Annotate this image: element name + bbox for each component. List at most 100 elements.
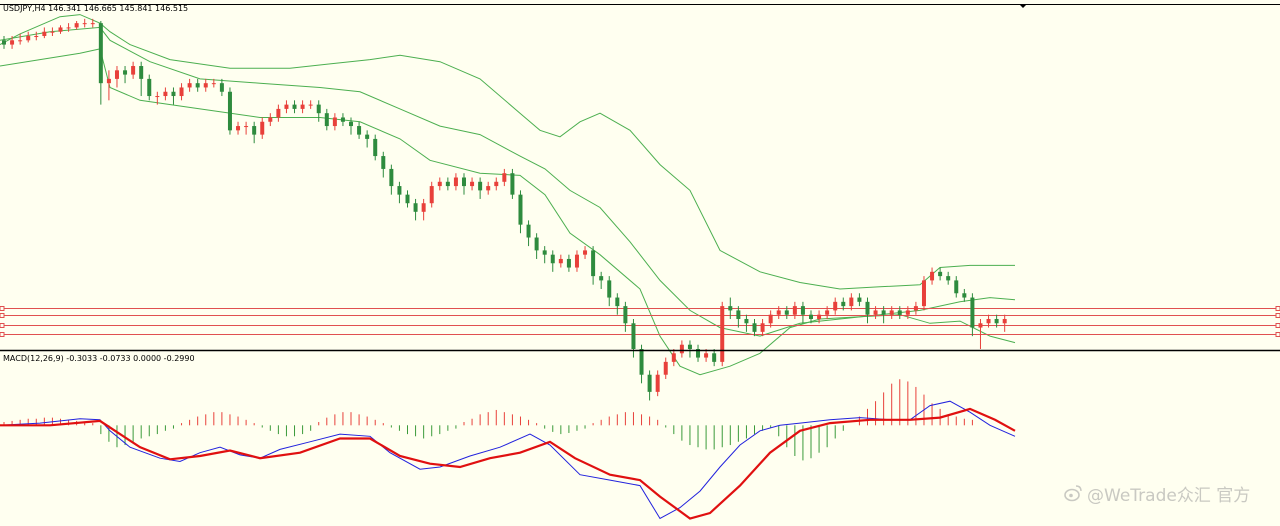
macd-indicator-panel [0, 379, 1016, 520]
candle [679, 340, 684, 358]
candle [42, 27, 47, 39]
candle-body [413, 203, 418, 212]
candle [453, 173, 458, 191]
level-handle-right[interactable] [1275, 323, 1280, 328]
candle [123, 66, 128, 84]
candle-body [574, 254, 579, 268]
bollinger-bands [0, 14, 1016, 376]
candle-body [114, 70, 119, 79]
candle [300, 100, 305, 114]
candle-body [913, 306, 918, 311]
candle [954, 276, 959, 298]
candle [897, 306, 902, 319]
candle [236, 121, 241, 135]
candle-body [478, 181, 483, 191]
candle [106, 70, 111, 101]
candlestick-series [2, 18, 1007, 401]
level-handle-left[interactable] [0, 323, 5, 328]
candle-body [631, 323, 636, 349]
horizontal-levels [0, 306, 1280, 337]
candle [18, 33, 23, 45]
candle-body [809, 314, 813, 319]
candle [994, 314, 999, 328]
candle [583, 246, 588, 259]
level-handle-right[interactable] [1275, 313, 1280, 318]
candle [171, 87, 176, 105]
candle-body [365, 134, 370, 139]
candle-body [437, 181, 442, 187]
candle-body [712, 353, 717, 362]
candle [227, 87, 232, 135]
candle [768, 310, 773, 328]
candle-body [881, 310, 886, 315]
candle-body [558, 258, 563, 264]
candle [615, 293, 620, 315]
candle [921, 276, 926, 311]
level-handle-right[interactable] [1275, 306, 1280, 311]
candle-body [470, 181, 475, 187]
candle [599, 271, 604, 289]
level-handle-left[interactable] [0, 306, 5, 311]
candle-body [268, 117, 273, 122]
candle [655, 370, 660, 397]
candle [284, 100, 289, 114]
candle-body [211, 83, 216, 85]
candle-body [357, 126, 362, 135]
candle [671, 349, 676, 367]
candle [889, 306, 894, 319]
candle-body [784, 310, 789, 315]
candle [800, 301, 805, 324]
candle [316, 100, 321, 122]
candle-body [833, 301, 838, 311]
candle-body [542, 250, 547, 255]
candle-body [10, 40, 15, 45]
candle [74, 21, 79, 30]
macd-histogram [3, 379, 973, 461]
candle [268, 113, 273, 127]
candle-body [679, 344, 684, 354]
level-handle-right[interactable] [1275, 332, 1280, 337]
candle-body [486, 186, 491, 191]
candle-body [292, 104, 297, 109]
candle [687, 340, 692, 358]
candle-body [397, 186, 402, 195]
level-handle-left[interactable] [0, 332, 5, 337]
candle [437, 177, 442, 191]
candle [26, 31, 31, 43]
candle [744, 314, 749, 332]
candle-body [623, 306, 628, 324]
candle-body [889, 310, 894, 315]
candle-body [566, 258, 571, 268]
candle-body [938, 271, 943, 277]
candle-body [647, 374, 652, 392]
candle-body [203, 83, 208, 88]
candle-body [324, 113, 329, 127]
candle-body [453, 177, 458, 187]
candle [817, 310, 822, 324]
candle-body [962, 293, 967, 298]
candle [82, 18, 87, 28]
bollinger-lower-band [0, 48, 1016, 376]
candle [558, 254, 563, 268]
chart-shift-marker-icon[interactable] [1019, 4, 1027, 8]
candle [260, 117, 265, 139]
candle [833, 297, 838, 315]
candle-body [58, 27, 63, 32]
candle [712, 349, 717, 367]
watermark-text: @WeTrade众汇 官方 [1087, 486, 1250, 506]
candle [131, 61, 136, 79]
candle-body [42, 31, 47, 37]
candle [728, 297, 733, 319]
candle-body [994, 318, 999, 324]
candle [623, 301, 628, 332]
level-handle-left[interactable] [0, 313, 5, 318]
candle-body [825, 310, 830, 315]
candle [881, 306, 886, 324]
candle [244, 121, 249, 135]
candle [58, 25, 63, 34]
candle [445, 177, 450, 191]
candle-body [768, 314, 773, 324]
candle-body [687, 344, 692, 349]
candle-body [227, 91, 232, 131]
